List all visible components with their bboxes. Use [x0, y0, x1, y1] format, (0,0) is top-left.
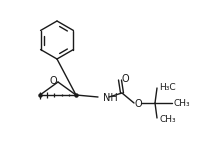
- Text: O: O: [121, 74, 129, 84]
- Text: NH: NH: [103, 93, 118, 103]
- Text: CH₃: CH₃: [159, 114, 176, 123]
- Text: O: O: [49, 76, 57, 86]
- Text: CH₃: CH₃: [174, 99, 191, 108]
- Text: O: O: [134, 99, 142, 109]
- Text: H₃C: H₃C: [159, 82, 176, 91]
